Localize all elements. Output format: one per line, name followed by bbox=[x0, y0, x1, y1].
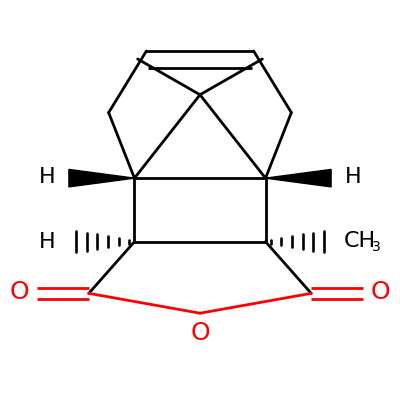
Text: O: O bbox=[10, 280, 29, 304]
Text: H: H bbox=[345, 167, 361, 187]
Text: H: H bbox=[39, 232, 55, 252]
Text: H: H bbox=[39, 167, 55, 187]
Text: CH: CH bbox=[344, 230, 376, 250]
Text: 3: 3 bbox=[372, 240, 381, 254]
Text: O: O bbox=[371, 280, 390, 304]
Polygon shape bbox=[69, 170, 134, 187]
Polygon shape bbox=[266, 170, 331, 187]
Text: O: O bbox=[190, 321, 210, 345]
